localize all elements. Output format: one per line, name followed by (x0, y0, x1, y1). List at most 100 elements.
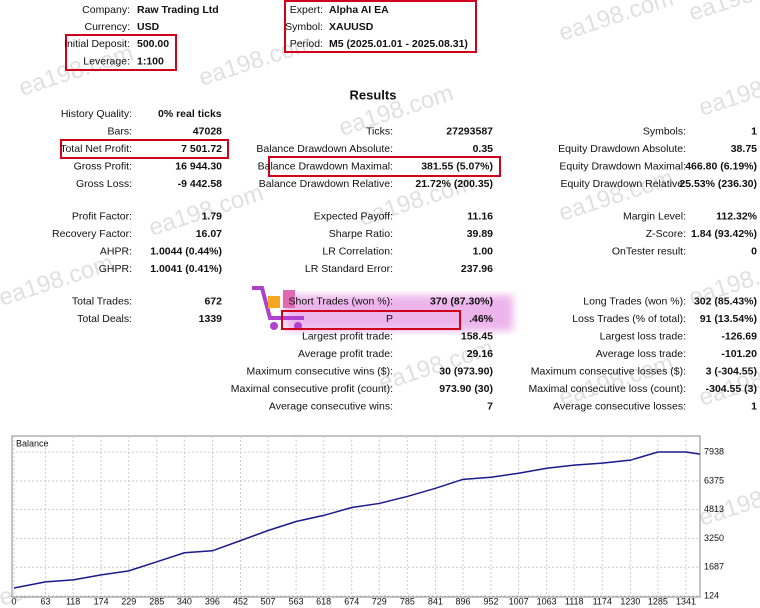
x-tick-label: 952 (484, 596, 499, 606)
x-tick-label: 340 (177, 596, 192, 606)
label: Average profit trade: (298, 348, 393, 360)
value: 1339 (199, 313, 223, 325)
label: Largest profit trade: (302, 330, 393, 342)
highlight (60, 139, 229, 159)
x-tick-label: 174 (94, 596, 109, 606)
x-tick-label: 1230 (620, 596, 640, 606)
value: 1 (751, 400, 757, 412)
results-title: Results (350, 87, 397, 102)
value: 672 (204, 295, 222, 307)
value: 466.80 (6.19%) (685, 160, 757, 172)
value: 973.90 (30) (439, 383, 493, 395)
label: Average consecutive wins: (269, 400, 393, 412)
highlight (268, 156, 501, 177)
x-tick-label: 285 (149, 596, 164, 606)
x-tick-label: 674 (344, 596, 359, 606)
value: 1.79 (202, 210, 223, 222)
value: 7 501.72 (181, 143, 222, 155)
label: Margin Level: (623, 210, 686, 222)
x-tick-label: 452 (233, 596, 248, 606)
label: Bars: (107, 125, 132, 137)
label: Currency: (84, 21, 130, 33)
label: Gross Loss: (76, 178, 132, 190)
label: P (386, 313, 393, 325)
label: Total Net Profit: (60, 143, 132, 155)
x-tick-label: 896 (455, 596, 470, 606)
label: Average loss trade: (596, 348, 686, 360)
x-tick-label: 1285 (648, 596, 668, 606)
label: History Quality: (61, 108, 132, 120)
value: .46% (469, 313, 494, 325)
label: Maximal consecutive loss (count): (528, 383, 686, 395)
value: 500.00 (137, 38, 169, 50)
label: Balance Drawdown Absolute: (256, 143, 393, 155)
x-tick-label: 618 (316, 596, 331, 606)
label: Expert: (290, 4, 323, 16)
value: -126.69 (721, 330, 757, 342)
label: LR Standard Error: (305, 263, 393, 275)
label: Maximum consecutive losses ($): (531, 365, 686, 377)
chart-title: Balance (16, 438, 49, 448)
value: 1 (751, 125, 757, 137)
value: 11.16 (467, 210, 493, 222)
label: Equity Drawdown Relative: (561, 178, 686, 190)
value: Raw Trading Ltd (137, 4, 219, 16)
value: 237.96 (461, 263, 493, 275)
label: Recovery Factor: (52, 228, 132, 240)
x-tick-label: 1063 (537, 596, 557, 606)
value: 0% real ticks (158, 108, 222, 120)
value: 39.89 (467, 228, 493, 240)
label: AHPR: (100, 245, 132, 257)
value: 158.45 (461, 330, 493, 342)
value: 1.0041 (0.41%) (150, 263, 222, 275)
balance-line (13, 451, 701, 589)
label: Loss Trades (% of total): (572, 313, 686, 325)
x-tick-label: 0 (11, 596, 16, 606)
value: -101.20 (721, 348, 757, 360)
label: Total Trades: (72, 295, 132, 307)
watermark: ea198.com (555, 0, 676, 47)
label: Company: (82, 4, 130, 16)
label: Short Trades (won %): (289, 295, 393, 307)
value: 370 (87.30%) (430, 295, 493, 307)
value: 1.0044 (0.44%) (150, 245, 222, 257)
label: Z-Score: (646, 228, 686, 240)
value: 302 (85.43%) (694, 295, 757, 307)
x-tick-label: 118 (66, 596, 80, 606)
x-tick-label: 396 (205, 596, 220, 606)
highlight (281, 310, 461, 330)
label: Symbol: (285, 21, 323, 33)
y-tick-label: 6375 (704, 475, 724, 485)
label: Maximum consecutive wins ($): (247, 365, 393, 377)
x-tick-label: 507 (261, 596, 276, 606)
label: Equity Drawdown Absolute: (558, 143, 686, 155)
value: -9 442.58 (178, 178, 223, 190)
x-tick-label: 785 (400, 596, 415, 606)
value: XAUUSD (329, 21, 374, 33)
value: 7 (487, 400, 493, 412)
label: Gross Profit: (74, 160, 132, 172)
label: Expected Payoff: (314, 210, 393, 222)
value: 16 944.30 (175, 160, 222, 172)
value: 0 (751, 245, 757, 257)
x-tick-label: 1007 (509, 596, 529, 606)
value: 38.75 (731, 143, 757, 155)
label: GHPR: (99, 263, 132, 275)
label: Leverage: (83, 55, 130, 67)
x-tick-label: 63 (41, 596, 51, 606)
y-tick-label: 124 (704, 590, 719, 600)
label: Profit Factor: (72, 210, 132, 222)
x-tick-label: 729 (372, 596, 387, 606)
value: 112.32% (716, 210, 758, 222)
x-tick-label: 1118 (565, 596, 584, 606)
label: Total Deals: (77, 313, 132, 325)
y-tick-label: 4813 (704, 504, 724, 514)
label: Initial Deposit: (64, 38, 130, 50)
value: 21.72% (200.35) (415, 178, 493, 190)
watermark: ea198.com (685, 0, 760, 27)
value: 3 (-304.55) (706, 365, 757, 377)
x-tick-label: 1174 (593, 596, 612, 606)
value: 16.07 (196, 228, 222, 240)
value: 1.00 (473, 245, 494, 257)
